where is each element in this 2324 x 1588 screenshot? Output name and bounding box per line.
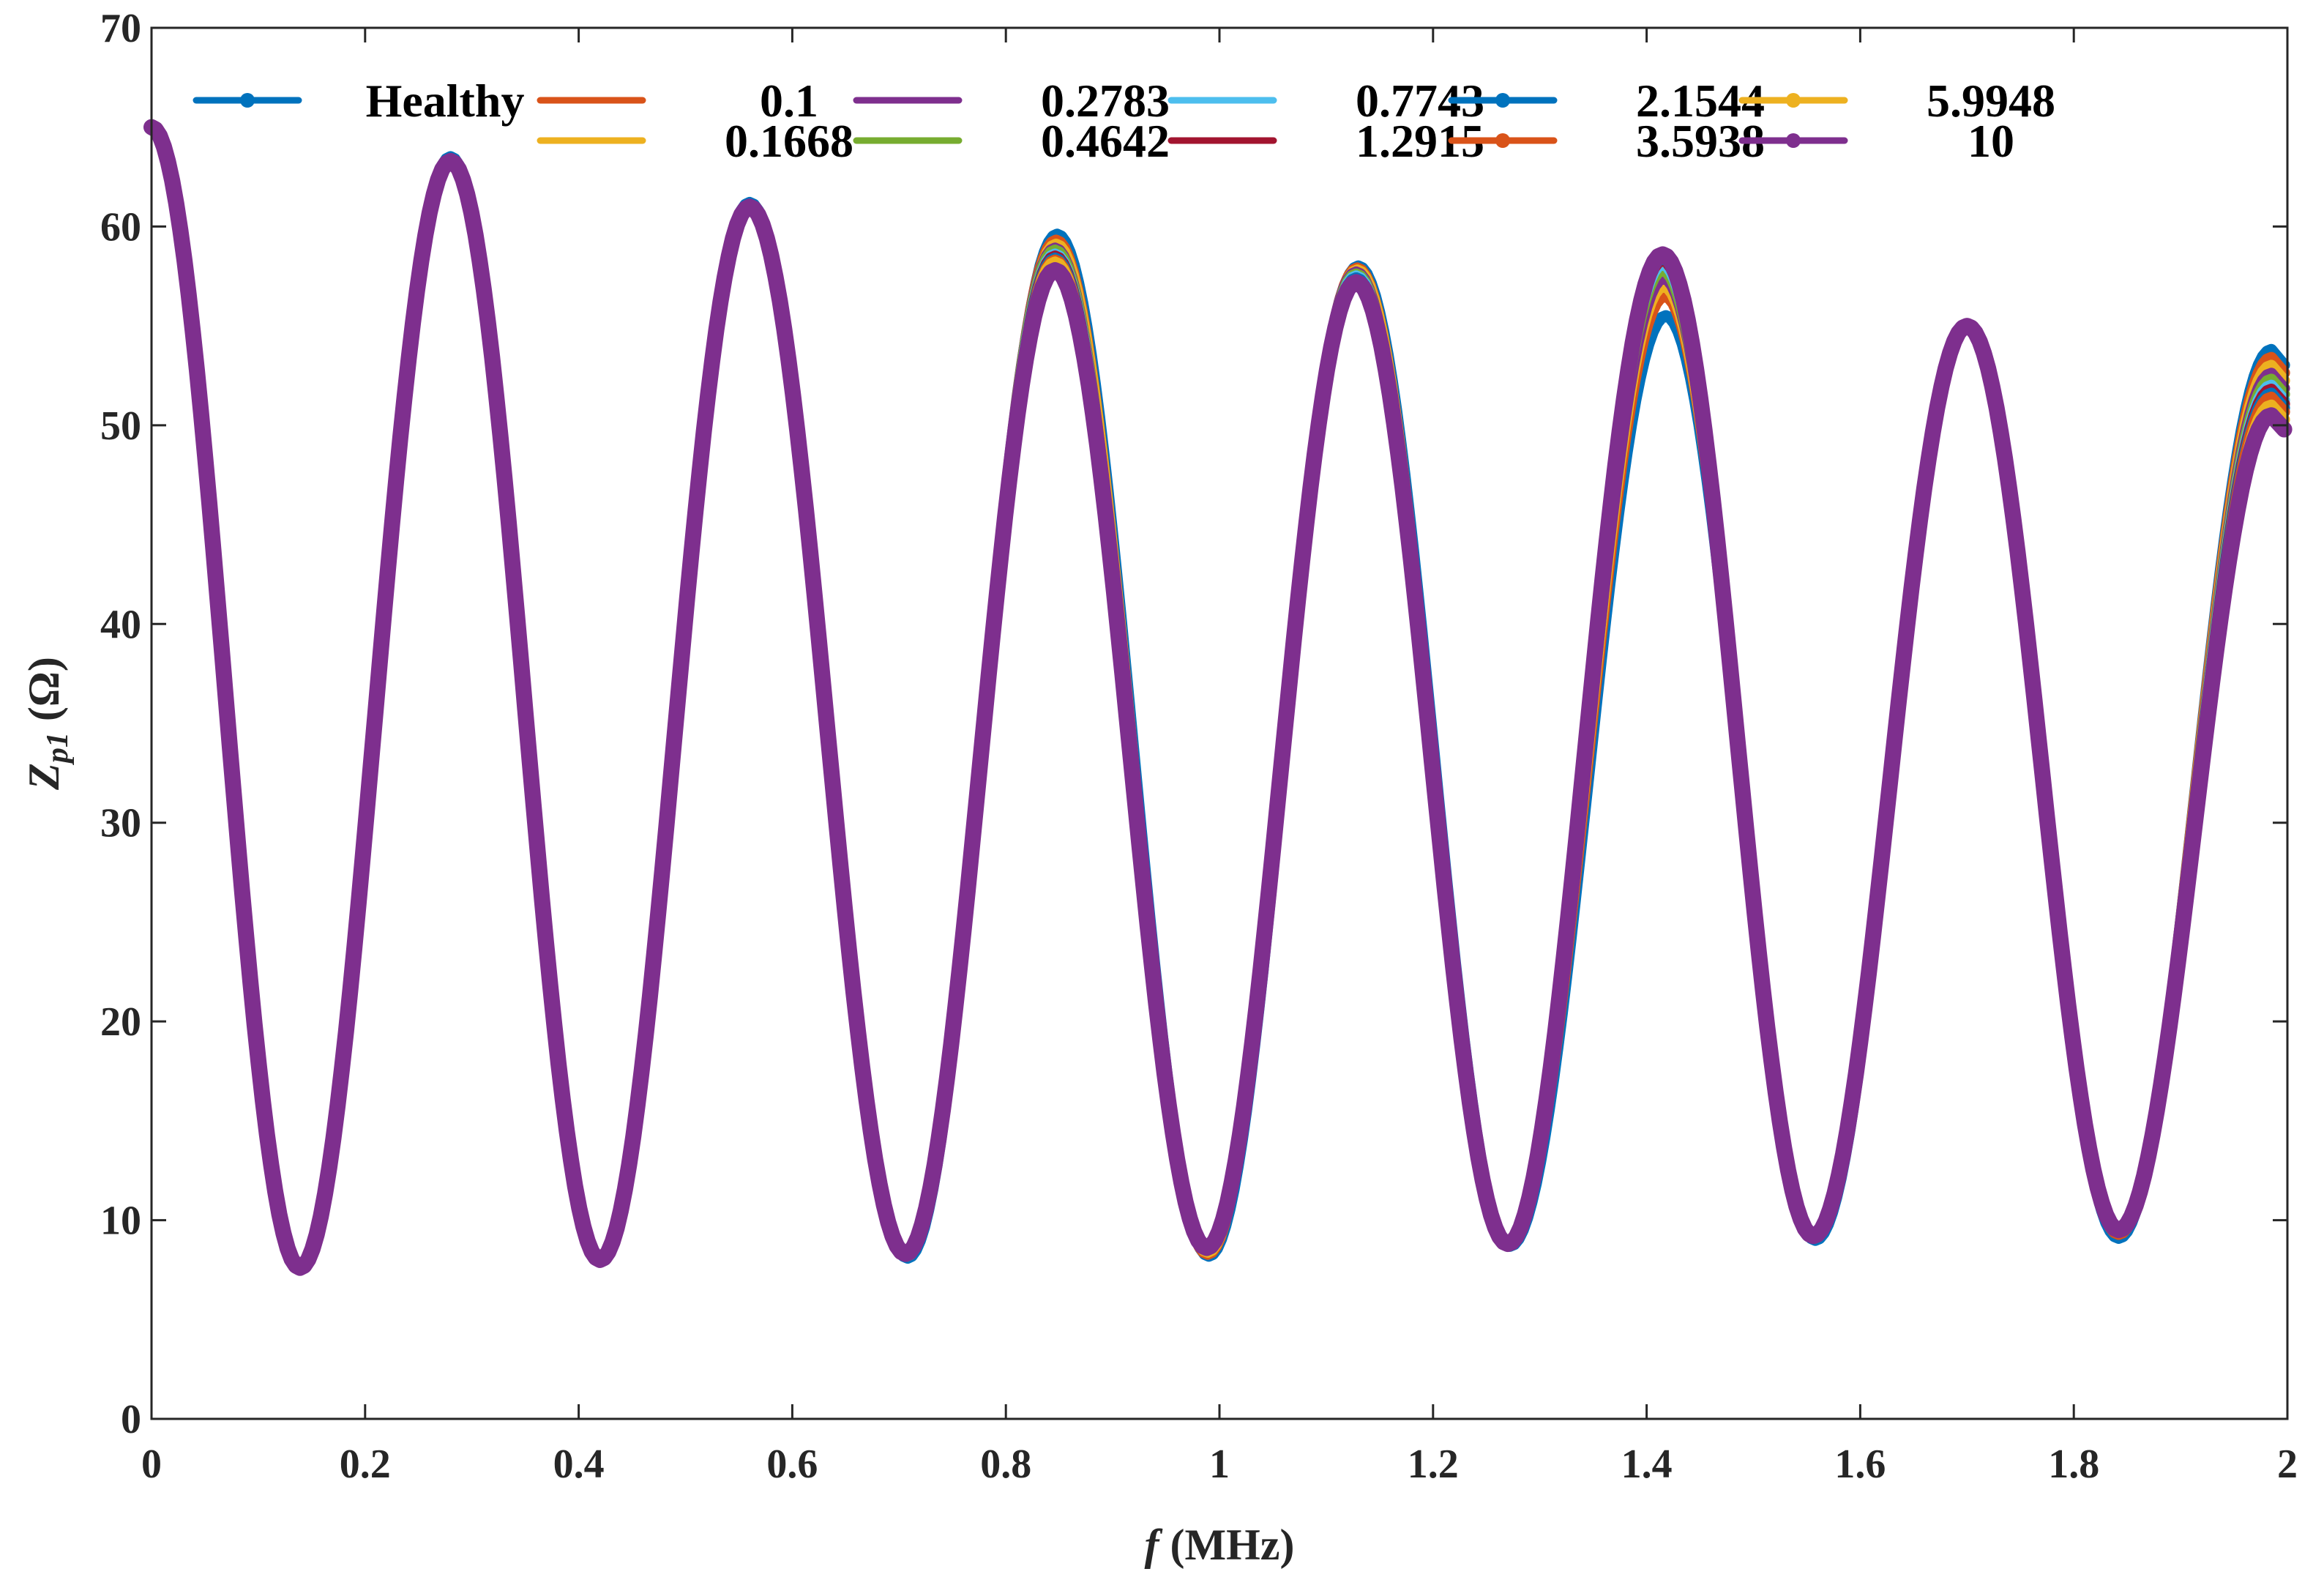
legend-label: 0.1 [760, 75, 818, 127]
x-tick-label: 0.2 [340, 1442, 391, 1487]
x-tick-label: 0 [141, 1442, 162, 1487]
x-tick-label: 1.4 [1621, 1442, 1673, 1487]
y-tick-label: 30 [100, 801, 141, 846]
legend-marker [240, 93, 255, 108]
y-axis-unit: (Ω) [20, 657, 68, 732]
legend-marker [1786, 133, 1801, 148]
y-tick-label: 20 [100, 999, 141, 1045]
y-axis-title: Zp1 (Ω) [20, 657, 75, 791]
legend-label: 0.4642 [1041, 115, 1170, 167]
series-line-10 [143, 119, 2293, 1276]
x-tick-label: 1.2 [1408, 1442, 1459, 1487]
x-tick-label: 2 [2277, 1442, 2298, 1487]
legend-marker [1495, 133, 1510, 148]
x-tick-label: 1.8 [2048, 1442, 2099, 1487]
legend-label: 10 [1968, 115, 2014, 167]
y-tick-label: 40 [100, 602, 141, 647]
axis-ticks: 0 0.2 0.4 0.6 0.8 1 1.2 1.4 1.6 1.8 20102030405060… [100, 6, 2298, 1487]
legend-marker [1786, 93, 1801, 108]
y-tick-label: 60 [100, 204, 141, 250]
x-tick-label: 1 [1209, 1442, 1230, 1487]
x-axis-unit: (MHz) [1159, 1521, 1295, 1569]
legend-label: 5.9948 [1927, 75, 2055, 127]
legend-marker [1495, 93, 1510, 108]
y-tick-label: 50 [100, 403, 141, 449]
y-axis-symbol: Z [20, 763, 68, 791]
x-tick-label: 0.4 [553, 1442, 605, 1487]
series-layer [143, 119, 2293, 1276]
legend-label: 0.1668 [725, 115, 853, 167]
x-tick-label: 1.6 [1834, 1442, 1886, 1487]
x-axis-title: f (MHz) [1145, 1521, 1295, 1569]
y-tick-label: 70 [100, 6, 141, 51]
y-tick-label: 0 [121, 1397, 141, 1442]
y-axis-subscript: p1 [41, 732, 75, 765]
x-tick-label: 0.8 [980, 1442, 1031, 1487]
legend-label: Healthy [366, 75, 525, 127]
y-tick-label: 10 [100, 1199, 141, 1244]
legend: Healthy 0.10.16680.27830.46420.77431.2915… [193, 75, 2055, 167]
x-tick-label: 0.6 [766, 1442, 818, 1487]
legend-label: 0.2783 [1041, 75, 1170, 127]
